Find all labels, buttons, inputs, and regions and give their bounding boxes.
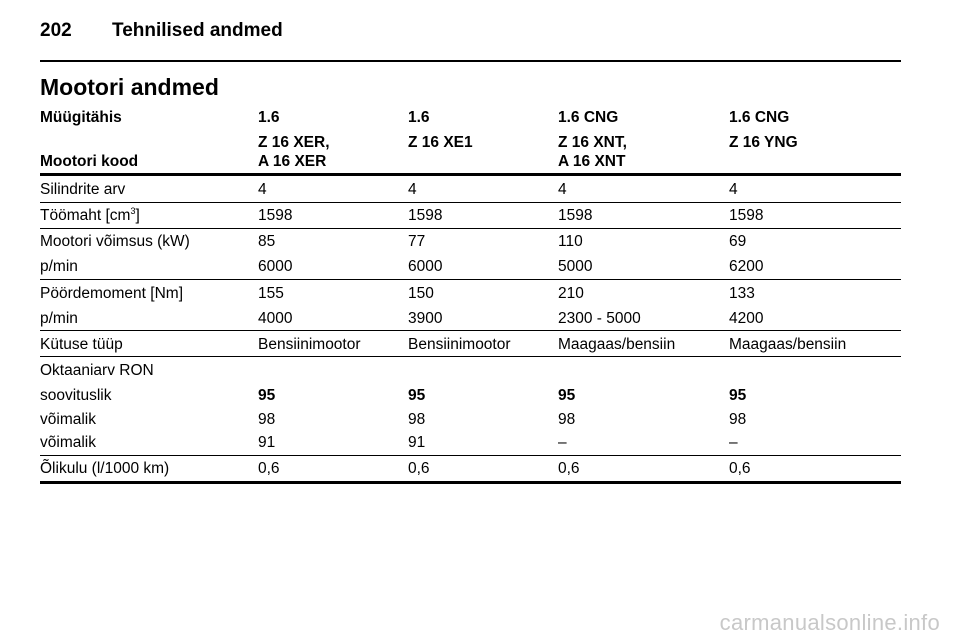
row-divider [40, 279, 901, 280]
row-label: võimalik [40, 411, 96, 428]
table-cell: Maagaas/bensiin [558, 336, 676, 353]
table-cell: 91 [258, 434, 276, 451]
engine-code-label: Mootori kood [40, 153, 139, 170]
table-cell: 95 [729, 387, 747, 404]
table-cell: 155 [258, 285, 284, 302]
engine-code-cell: A 16 XER [258, 153, 327, 170]
table-cell: 2300 - 5000 [558, 310, 641, 327]
table-cell: 0,6 [558, 460, 580, 477]
table-cell: 95 [258, 387, 276, 404]
section-title: Tehnilised andmed [112, 20, 283, 41]
row-divider [40, 202, 901, 203]
table-cell: 1598 [729, 207, 764, 224]
table-cell: 1598 [558, 207, 593, 224]
table-cell: 98 [408, 411, 426, 428]
header-cell: 1.6 CNG [558, 109, 619, 126]
table-cell: 77 [408, 233, 426, 250]
engine-code-cell: Z 16 YNG [729, 134, 798, 151]
table-cell: 1598 [408, 207, 443, 224]
row-label: Mootori võimsus (kW) [40, 233, 190, 250]
engine-code-cell: Z 16 XE1 [408, 134, 473, 151]
table-cell: 69 [729, 233, 747, 250]
sales-designation-label: Müügitähis [40, 109, 122, 126]
table-cell: 110 [558, 233, 583, 250]
header-cell: 1.6 CNG [729, 109, 790, 126]
page-header: 202 Tehnilised andmed [40, 20, 283, 42]
row-label: soovituslik [40, 387, 112, 404]
table-cell: 0,6 [729, 460, 751, 477]
engine-code-cell: Z 16 XNT, [558, 134, 627, 151]
row-label: p/min [40, 258, 78, 275]
table-cell: 6000 [408, 258, 443, 275]
table-cell: 4000 [258, 310, 293, 327]
table-cell: 95 [558, 387, 576, 404]
table-cell: 0,6 [408, 460, 430, 477]
table-cell: 95 [408, 387, 426, 404]
table-cell: 6000 [258, 258, 293, 275]
header-rule [40, 60, 901, 62]
row-label: p/min [40, 310, 78, 327]
table-cell: – [558, 434, 567, 451]
table-cell: 6200 [729, 258, 764, 275]
table-cell: 98 [558, 411, 576, 428]
table-cell: 0,6 [258, 460, 280, 477]
row-divider [40, 330, 901, 331]
table-cell: 85 [258, 233, 276, 250]
table-cell: 4200 [729, 310, 764, 327]
row-label: Oktaaniarv RON [40, 362, 154, 379]
row-label: Pöördemoment [Nm] [40, 285, 183, 302]
row-divider [40, 228, 901, 229]
engine-code-cell: Z 16 XER, [258, 134, 330, 151]
page-number: 202 [40, 20, 72, 41]
table-cell: 210 [558, 285, 584, 302]
table-cell: 150 [408, 285, 434, 302]
header-cell: 1.6 [258, 109, 280, 126]
table-cell: 98 [258, 411, 276, 428]
table-cell: 98 [729, 411, 747, 428]
table-cell: 4 [729, 181, 738, 198]
table-cell: 4 [258, 181, 267, 198]
row-divider [40, 356, 901, 357]
table-bottom-rule [40, 481, 901, 484]
table-cell: 133 [729, 285, 755, 302]
row-label: võimalik [40, 434, 96, 451]
table-cell: – [729, 434, 738, 451]
header-cell: 1.6 [408, 109, 430, 126]
table-cell: Bensiinimootor [408, 336, 511, 353]
table-cell: 1598 [258, 207, 293, 224]
engine-code-cell: A 16 XNT [558, 153, 626, 170]
table-header-rule [40, 173, 901, 176]
row-label: Töömaht [cm3] [40, 205, 140, 224]
table-cell: 4 [558, 181, 567, 198]
watermark: carmanualsonline.info [719, 610, 940, 635]
table-cell: Maagaas/bensiin [729, 336, 847, 353]
table-cell: 5000 [558, 258, 593, 275]
page-title: Mootori andmed [40, 74, 219, 100]
row-label: Õlikulu (l/1000 km) [40, 460, 170, 477]
row-label: Silindrite arv [40, 181, 126, 198]
table-cell: Bensiinimootor [258, 336, 361, 353]
table-cell: 91 [408, 434, 426, 451]
table-cell: 4 [408, 181, 417, 198]
row-divider [40, 455, 901, 456]
table-cell: 3900 [408, 310, 443, 327]
row-label: Kütuse tüüp [40, 336, 123, 353]
